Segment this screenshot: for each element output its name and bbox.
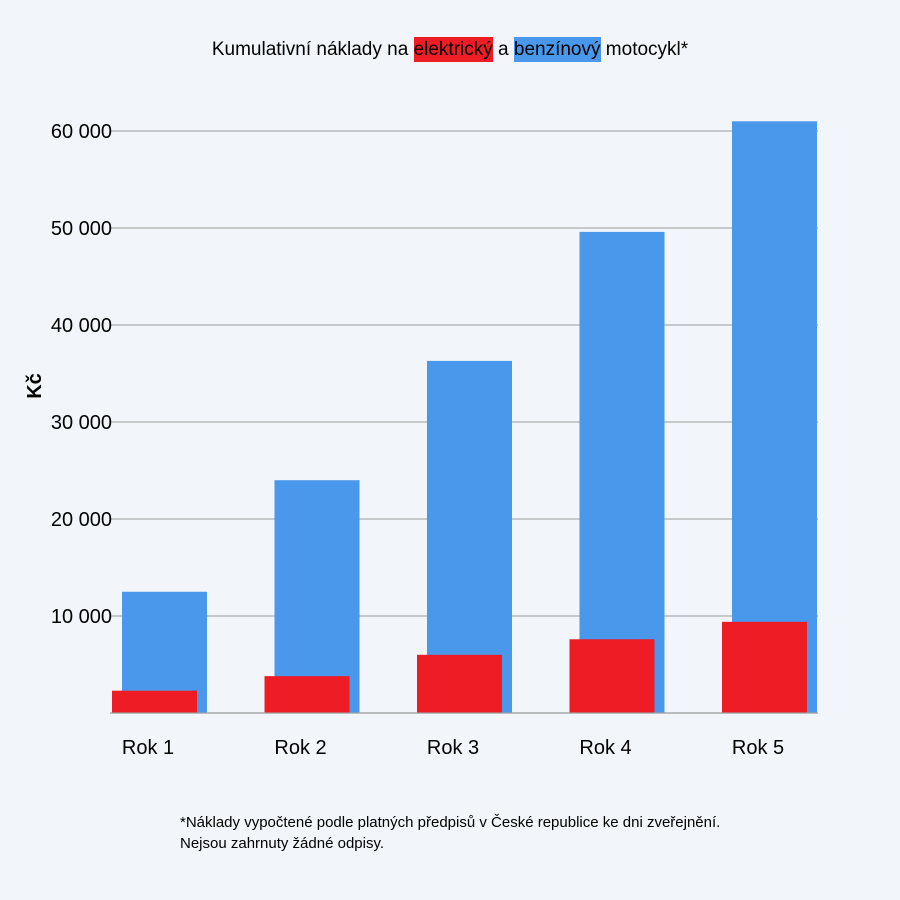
y-tick-label: 40 000 bbox=[51, 315, 112, 337]
bar-benzinovy bbox=[732, 121, 817, 714]
x-tick-label: Rok 5 bbox=[732, 737, 784, 759]
x-tick-label: Rok 1 bbox=[122, 737, 174, 759]
y-tick-label: 50 000 bbox=[51, 218, 112, 240]
y-tick-label: 30 000 bbox=[51, 412, 112, 434]
bar-elektricky bbox=[569, 639, 655, 713]
y-tick-label: 10 000 bbox=[51, 606, 112, 628]
y-axis-label: Kč bbox=[24, 373, 46, 399]
title-part-2: a bbox=[492, 39, 514, 60]
footnote: *Náklady vypočtené podle platných předpi… bbox=[180, 812, 720, 854]
title-petrol-highlight: benzínový bbox=[513, 37, 601, 62]
bar-benzinovy bbox=[427, 360, 512, 713]
x-tick-label: Rok 2 bbox=[274, 737, 326, 759]
bar-benzinovy bbox=[579, 231, 665, 713]
y-tick-label: 60 000 bbox=[51, 121, 112, 143]
chart-title: Kumulativní náklady na elektrický a benz… bbox=[0, 36, 900, 64]
bar-elektricky bbox=[417, 654, 502, 713]
footnote-line-1: *Náklady vypočtené podle platných předpi… bbox=[180, 814, 721, 831]
bar-elektricky bbox=[264, 676, 350, 713]
x-tick-label: Rok 4 bbox=[579, 737, 631, 759]
title-part-3: motocykl* bbox=[600, 39, 689, 60]
y-tick-label: 20 000 bbox=[51, 509, 112, 531]
footnote-line-2: Nejsou zahrnuty žádné odpisy. bbox=[180, 835, 385, 852]
x-tick-label: Rok 3 bbox=[427, 737, 479, 759]
bar-benzinovy bbox=[274, 480, 360, 713]
bar-elektricky bbox=[722, 621, 807, 713]
title-electric-highlight: elektrický bbox=[413, 37, 493, 62]
title-part-1: Kumulativní náklady na bbox=[211, 39, 414, 60]
bar-elektricky bbox=[112, 690, 197, 713]
